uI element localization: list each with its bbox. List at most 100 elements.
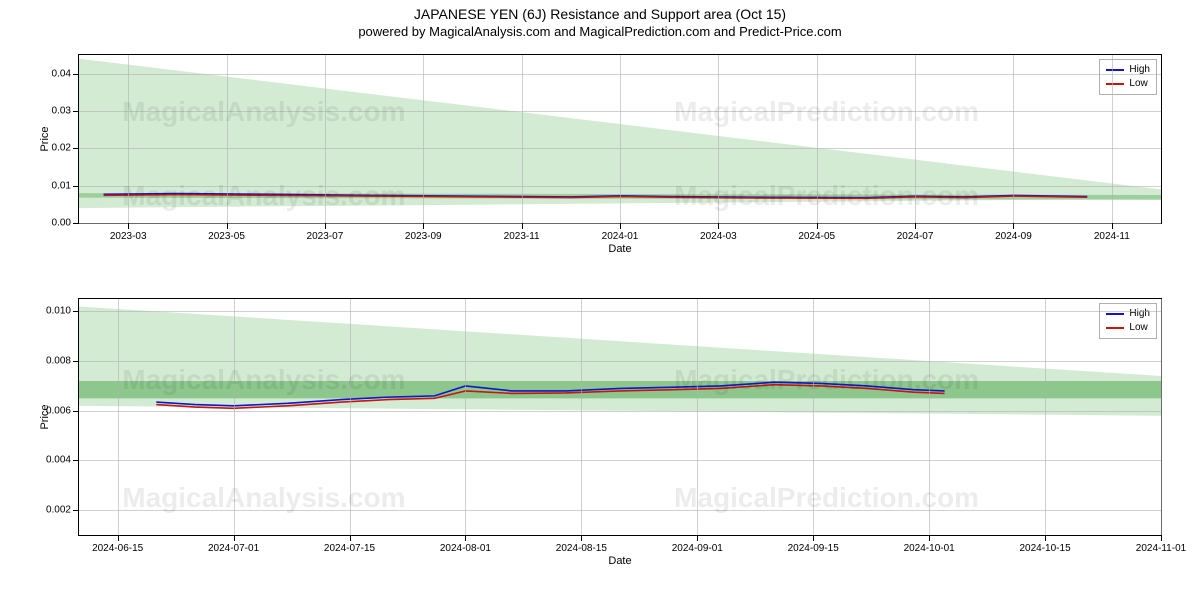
xtick xyxy=(423,223,424,229)
xtick xyxy=(1161,535,1162,541)
xtick-label: 2024-11-01 xyxy=(1136,543,1186,554)
gridline-v xyxy=(620,55,621,223)
gridline-v xyxy=(227,55,228,223)
gridline-v xyxy=(1161,299,1162,535)
inner-band xyxy=(79,381,1161,398)
xtick xyxy=(813,535,814,541)
xtick xyxy=(915,223,916,229)
xtick xyxy=(1045,535,1046,541)
ytick xyxy=(73,74,79,75)
legend-swatch-high xyxy=(1106,69,1124,71)
legend-swatch-low xyxy=(1106,83,1124,85)
ytick-label: 0.03 xyxy=(52,106,71,117)
ytick-label: 0.01 xyxy=(52,180,71,191)
legend-swatch-high xyxy=(1106,313,1124,315)
gridline-v xyxy=(350,299,351,535)
ytick xyxy=(73,311,79,312)
xtick-label: 2024-09-15 xyxy=(788,543,839,554)
ytick-label: 0.010 xyxy=(46,306,71,317)
xtick-label: 2024-07 xyxy=(897,231,934,242)
xtick-label: 2023-05 xyxy=(208,231,245,242)
plot-bottom xyxy=(79,299,1161,535)
gridline-h xyxy=(79,510,1161,511)
ytick-label: 0.00 xyxy=(52,218,71,229)
legend-row: Low xyxy=(1106,321,1150,335)
gridline-v xyxy=(325,55,326,223)
legend-top: High Low xyxy=(1099,59,1157,95)
xtick xyxy=(581,535,582,541)
gridline-v xyxy=(128,55,129,223)
ytick-label: 0.02 xyxy=(52,143,71,154)
chart-title: JAPANESE YEN (6J) Resistance and Support… xyxy=(0,0,1200,22)
xtick xyxy=(522,223,523,229)
ytick-label: 0.04 xyxy=(52,68,71,79)
xtick-label: 2024-08-01 xyxy=(440,543,491,554)
xtick-label: 2023-11 xyxy=(504,231,540,242)
xtick xyxy=(620,223,621,229)
ylabel-top: Price xyxy=(39,126,51,151)
gridline-v xyxy=(813,299,814,535)
xtick-label: 2024-01 xyxy=(602,231,639,242)
xtick xyxy=(697,535,698,541)
gridline-h xyxy=(79,361,1161,362)
gridline-v xyxy=(929,299,930,535)
xtick-label: 2024-09 xyxy=(995,231,1032,242)
xtick-label: 2024-03 xyxy=(700,231,737,242)
xtick-label: 2024-06-15 xyxy=(92,543,143,554)
gridline-v xyxy=(1112,55,1113,223)
xtick-label: 2023-09 xyxy=(405,231,442,242)
gridline-v xyxy=(697,299,698,535)
xtick-label: 2024-08-15 xyxy=(556,543,607,554)
legend-row: High xyxy=(1106,307,1150,321)
xtick xyxy=(350,535,351,541)
ytick-label: 0.008 xyxy=(46,356,71,367)
xtick xyxy=(128,223,129,229)
ytick xyxy=(73,186,79,187)
chart-subtitle: powered by MagicalAnalysis.com and Magic… xyxy=(0,22,1200,43)
xtick-label: 2024-11 xyxy=(1094,231,1130,242)
gridline-v xyxy=(465,299,466,535)
ytick xyxy=(73,411,79,412)
xtick xyxy=(234,535,235,541)
legend-swatch-low xyxy=(1106,327,1124,329)
xlabel-top: Date xyxy=(608,243,631,255)
gridline-v xyxy=(234,299,235,535)
xtick xyxy=(817,223,818,229)
ytick-label: 0.004 xyxy=(46,455,71,466)
legend-bottom: High Low xyxy=(1099,303,1157,339)
xtick-label: 2024-07-01 xyxy=(208,543,259,554)
xtick xyxy=(929,535,930,541)
gridline-v xyxy=(522,55,523,223)
ytick xyxy=(73,510,79,511)
gridline-v xyxy=(1045,299,1046,535)
legend-label: Low xyxy=(1129,77,1147,91)
xtick-label: 2024-05 xyxy=(798,231,835,242)
gridline-v xyxy=(718,55,719,223)
ytick xyxy=(73,148,79,149)
gridline-h xyxy=(79,311,1161,312)
gridline-h xyxy=(79,460,1161,461)
gridline-v xyxy=(915,55,916,223)
xtick xyxy=(1013,223,1014,229)
xlabel-bottom: Date xyxy=(608,555,631,567)
ytick-label: 0.002 xyxy=(46,505,71,516)
xtick xyxy=(227,223,228,229)
xtick-label: 2024-10-15 xyxy=(1019,543,1070,554)
gridline-v xyxy=(423,55,424,223)
legend-label: High xyxy=(1129,63,1150,77)
chart-container: JAPANESE YEN (6J) Resistance and Support… xyxy=(0,0,1200,600)
xtick-label: 2023-07 xyxy=(307,231,344,242)
gridline-h xyxy=(79,411,1161,412)
chart-panel-top: Price Date High Low 0.000.010.020.030.04… xyxy=(78,54,1162,224)
legend-label: High xyxy=(1129,307,1150,321)
ytick xyxy=(73,460,79,461)
legend-row: Low xyxy=(1106,77,1150,91)
legend-row: High xyxy=(1106,63,1150,77)
xtick-label: 2024-07-15 xyxy=(324,543,375,554)
xtick-label: 2023-03 xyxy=(110,231,147,242)
ytick xyxy=(73,111,79,112)
gridline-v xyxy=(118,299,119,535)
ytick xyxy=(73,223,79,224)
gridline-v xyxy=(817,55,818,223)
gridline-v xyxy=(1013,55,1014,223)
